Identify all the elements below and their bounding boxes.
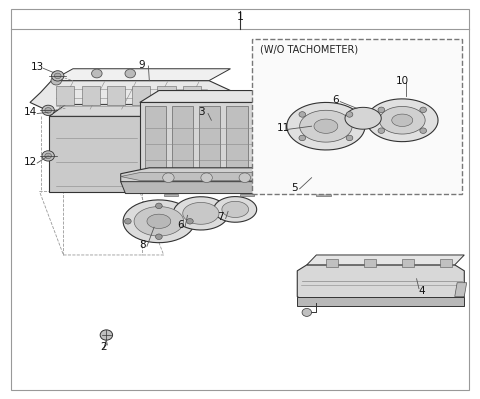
Circle shape [201,173,212,182]
Polygon shape [199,107,220,188]
Polygon shape [56,86,74,105]
Polygon shape [402,259,414,267]
Polygon shape [373,180,385,188]
Circle shape [163,173,174,182]
Polygon shape [107,86,125,105]
Polygon shape [297,265,464,302]
Circle shape [124,219,131,224]
Polygon shape [30,81,230,113]
Text: 7: 7 [217,212,224,222]
Text: 14: 14 [24,107,36,117]
Circle shape [42,105,54,115]
Polygon shape [183,202,219,224]
Circle shape [51,71,64,81]
Text: 3: 3 [199,107,205,117]
Polygon shape [214,197,257,222]
Polygon shape [51,69,230,81]
Polygon shape [287,103,365,150]
Polygon shape [157,86,176,105]
Circle shape [315,173,327,182]
Polygon shape [455,283,467,296]
Circle shape [346,112,353,117]
Circle shape [42,151,54,161]
Polygon shape [183,86,201,105]
Circle shape [51,76,61,85]
Polygon shape [140,103,254,192]
Polygon shape [49,116,142,192]
Polygon shape [144,107,166,188]
Polygon shape [345,107,381,129]
Polygon shape [259,113,271,172]
Polygon shape [49,105,159,116]
Polygon shape [441,259,452,267]
Text: 6: 6 [332,95,339,105]
Text: 10: 10 [396,76,409,86]
Circle shape [344,173,356,182]
Polygon shape [132,86,150,105]
Circle shape [378,128,384,133]
Polygon shape [392,114,413,126]
Polygon shape [307,255,464,265]
Text: 4: 4 [418,286,425,296]
Circle shape [92,69,102,78]
Circle shape [378,107,384,113]
Circle shape [45,108,51,113]
Polygon shape [164,194,178,196]
Circle shape [420,128,427,133]
Circle shape [156,203,162,209]
Polygon shape [254,91,274,192]
Polygon shape [367,99,438,142]
Text: 13: 13 [31,62,44,72]
Text: 2: 2 [101,342,108,352]
Polygon shape [240,194,254,196]
Polygon shape [120,182,383,194]
Polygon shape [120,172,378,180]
Polygon shape [316,194,331,196]
Text: 11: 11 [276,123,289,133]
Circle shape [187,219,193,224]
Circle shape [420,107,427,113]
Circle shape [125,69,135,78]
Circle shape [45,153,51,159]
Polygon shape [123,200,195,243]
Polygon shape [326,259,338,267]
Circle shape [299,112,306,117]
Polygon shape [172,107,193,188]
Polygon shape [226,107,248,188]
Polygon shape [379,107,425,134]
Text: 12: 12 [24,157,36,167]
Polygon shape [134,207,184,236]
Polygon shape [314,119,338,133]
Polygon shape [222,201,249,217]
Polygon shape [140,91,274,103]
Circle shape [54,73,61,79]
Circle shape [156,234,162,239]
Polygon shape [297,296,464,306]
Circle shape [277,173,288,182]
Text: 1: 1 [237,12,243,22]
Polygon shape [120,168,378,188]
Polygon shape [82,86,100,105]
Bar [252,39,462,194]
Text: 5: 5 [291,183,298,193]
Text: 8: 8 [139,240,145,250]
Text: (W/O TACHOMETER): (W/O TACHOMETER) [260,45,358,55]
Circle shape [239,173,251,182]
Circle shape [100,330,113,340]
Polygon shape [147,214,171,228]
Polygon shape [364,259,376,267]
Text: 9: 9 [139,60,145,70]
Polygon shape [300,110,352,142]
Circle shape [302,308,312,316]
Text: 6: 6 [177,220,184,230]
Polygon shape [173,197,228,230]
Circle shape [299,135,306,141]
Circle shape [346,135,353,141]
